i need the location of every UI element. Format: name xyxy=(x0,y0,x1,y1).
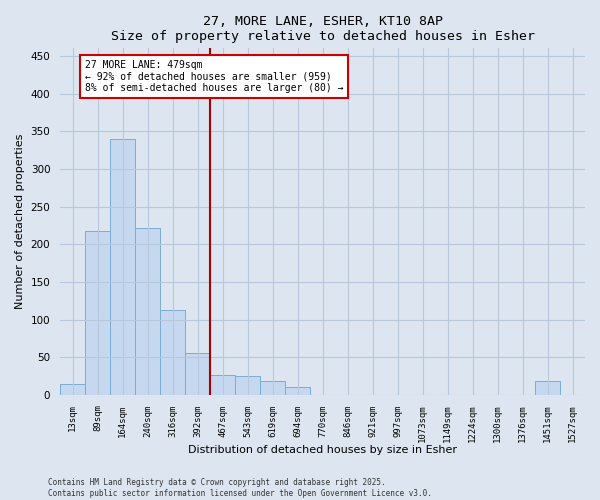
Bar xyxy=(61,384,85,395)
Title: 27, MORE LANE, ESHER, KT10 8AP
Size of property relative to detached houses in E: 27, MORE LANE, ESHER, KT10 8AP Size of p… xyxy=(110,15,535,43)
Bar xyxy=(235,376,260,395)
Bar xyxy=(110,138,134,395)
Bar xyxy=(160,310,185,395)
Bar xyxy=(211,374,235,395)
Bar xyxy=(136,228,160,395)
Bar xyxy=(260,382,284,395)
Y-axis label: Number of detached properties: Number of detached properties xyxy=(15,134,25,310)
Bar xyxy=(535,382,560,395)
X-axis label: Distribution of detached houses by size in Esher: Distribution of detached houses by size … xyxy=(188,445,457,455)
Text: Contains HM Land Registry data © Crown copyright and database right 2025.
Contai: Contains HM Land Registry data © Crown c… xyxy=(48,478,432,498)
Text: 27 MORE LANE: 479sqm
← 92% of detached houses are smaller (959)
8% of semi-detac: 27 MORE LANE: 479sqm ← 92% of detached h… xyxy=(85,60,344,93)
Bar xyxy=(185,354,209,395)
Bar xyxy=(286,388,310,395)
Bar xyxy=(85,230,110,395)
